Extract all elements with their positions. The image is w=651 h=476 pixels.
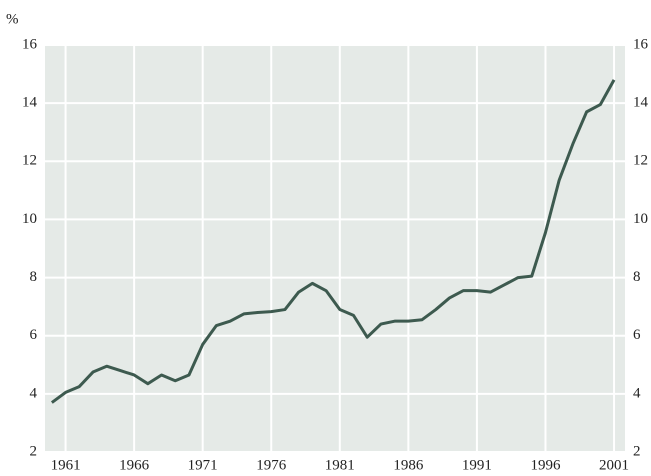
x-tick-label: 1966 bbox=[119, 457, 150, 473]
x-tick-label: 1971 bbox=[188, 457, 218, 473]
y-axis-label: % bbox=[6, 11, 19, 27]
x-tick-label: 2001 bbox=[599, 457, 629, 473]
data-line bbox=[50, 79, 616, 404]
y2-tick-label: 6 bbox=[633, 327, 641, 343]
x-tick-label: 1996 bbox=[530, 457, 561, 473]
y2-tick-label: 14 bbox=[633, 95, 649, 111]
y-tick-label: 2 bbox=[30, 443, 38, 459]
y2-tick-label: 2 bbox=[633, 443, 641, 459]
y2-tick-label: 4 bbox=[633, 385, 641, 401]
y2-tick-label: 8 bbox=[633, 269, 641, 285]
y-tick-label: 6 bbox=[30, 327, 38, 343]
y2-tick-label: 12 bbox=[633, 153, 648, 169]
x-tick-label: 1986 bbox=[393, 457, 424, 473]
y-tick-label: 10 bbox=[22, 211, 37, 227]
y-tick-label: 8 bbox=[30, 269, 38, 285]
y2-tick-label: 10 bbox=[633, 211, 648, 227]
x-tick-label: 1991 bbox=[462, 457, 492, 473]
x-tick-label: 1961 bbox=[51, 457, 81, 473]
x-tick-label: 1976 bbox=[256, 457, 287, 473]
y2-tick-label: 16 bbox=[633, 36, 649, 52]
y-tick-label: 4 bbox=[30, 385, 38, 401]
plot-background bbox=[45, 45, 625, 452]
y-tick-label: 14 bbox=[22, 95, 38, 111]
x-tick-label: 1981 bbox=[325, 457, 355, 473]
y-tick-label: 12 bbox=[22, 153, 37, 169]
y-tick-label: 16 bbox=[22, 36, 38, 52]
